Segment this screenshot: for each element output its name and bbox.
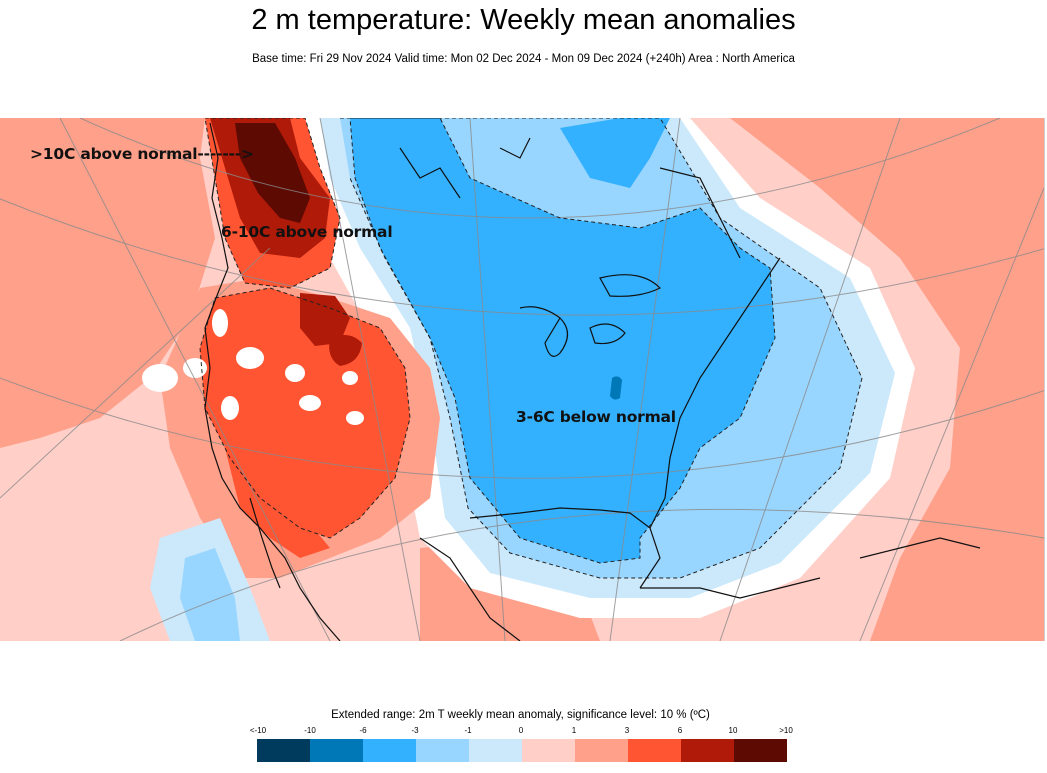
legend-tick: 0 [518,726,524,735]
legend-tick: 1 [571,726,577,735]
map-subtitle: Base time: Fri 29 Nov 2024 Valid time: M… [252,53,795,65]
coastlines [204,122,981,641]
legend-tick: -3 [411,726,419,735]
west-warm-coast [225,448,330,558]
legend-swatch [310,739,363,762]
warm-atlantic-zone [730,118,1044,641]
legend-swatch [681,739,734,762]
legend-tick: -6 [359,726,367,735]
cold-core-deep [610,376,622,400]
west-neutral-pockets [142,309,364,425]
legend-swatch [469,739,522,762]
legend-color-bar [257,739,787,762]
anomaly-map [0,118,1045,641]
legend-tick: 10 [728,726,738,735]
legend-swatch [734,739,787,762]
legend-tick: -10 [304,726,316,735]
warm-pacific-zone [0,118,215,448]
legend-title: Extended range: 2m T weekly mean anomaly… [331,709,710,721]
legend-tick: >10 [779,726,793,735]
annotation-above-10c: >10C above normal-------> [30,145,254,163]
cold-core-zone [350,118,775,563]
legend-tick: 6 [677,726,683,735]
legend-tick: -1 [464,726,472,735]
graticule [0,118,1044,641]
legend-tick: 3 [624,726,630,735]
legend-swatch [416,739,469,762]
annotation-above-6-10c: 6-10C above normal [221,223,393,241]
legend-swatch [363,739,416,762]
legend-swatch [257,739,310,762]
annotation-below-3-6c: 3-6C below normal [516,408,676,426]
legend-tick: <-10 [249,726,267,735]
map-title: 2 m temperature: Weekly mean anomalies [251,4,796,36]
legend-swatch [575,739,628,762]
rockies-hot-spot [300,293,350,346]
legend-ticks: <-10 -10 -6 -3 -1 0 1 3 6 10 >10 [0,726,1047,738]
southwest-cool-inner [180,548,240,641]
legend-swatch [628,739,681,762]
northwest-extreme-core [235,123,310,223]
significance-contours [199,118,863,579]
cold-labrador-zone [560,118,670,188]
legend-swatch [522,739,575,762]
rockies-hot-spot [329,334,362,366]
